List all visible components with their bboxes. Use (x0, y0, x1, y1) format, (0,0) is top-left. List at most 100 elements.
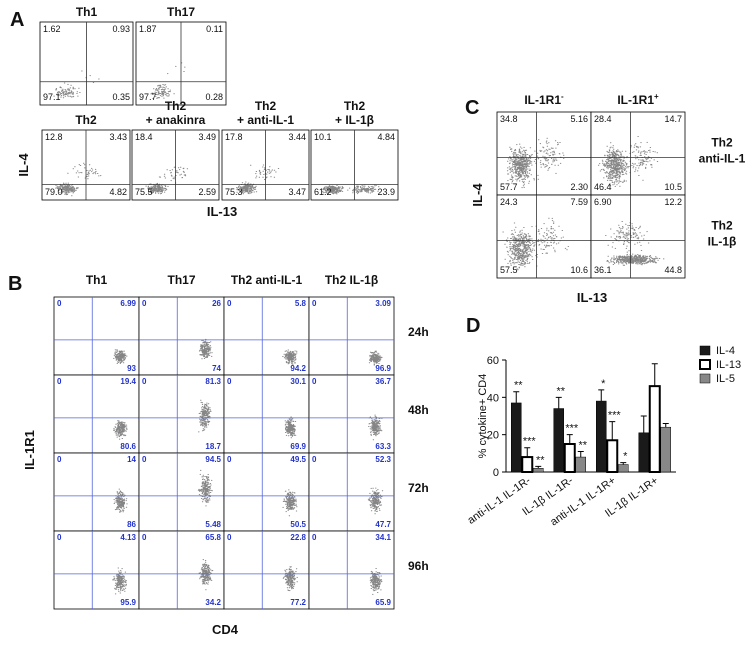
legend-swatch (699, 359, 711, 370)
plot-frame (590, 111, 686, 196)
significance: ** (536, 454, 545, 466)
quadrant-value: 14.7 (664, 114, 682, 124)
error-bar (577, 450, 584, 458)
quadrant-value: 18.4 (135, 132, 153, 142)
significance: * (601, 378, 606, 390)
y-axis-label: IL-4 (16, 153, 31, 177)
quadrant-value: 81.3 (205, 377, 221, 386)
row-label: 24h (408, 325, 429, 339)
legend-label: IL-4 (716, 345, 735, 357)
column-title: IL-1R1+ (617, 92, 659, 107)
y-tick-label: 0 (493, 467, 499, 479)
quadrant-value: 6.99 (120, 299, 136, 308)
quadrant-value: 86 (127, 520, 136, 529)
dot-cloud (369, 568, 383, 595)
quadrant-value: 0 (142, 533, 147, 542)
quadrant-value: 3.47 (288, 187, 306, 197)
quadrant-value: 30.1 (290, 377, 306, 386)
quadrant-value: 19.4 (120, 377, 136, 386)
x-axis-label: IL-13 (207, 204, 237, 219)
error-bar (513, 391, 520, 403)
dot-cloud (506, 137, 565, 189)
column-title-base: IL-1R1 (617, 93, 654, 107)
quadrant-value: 0 (227, 533, 232, 542)
legend-label: IL-5 (716, 373, 735, 385)
quadrant-value: 97.1 (43, 92, 61, 102)
quadrant-value: 61.2 (314, 187, 332, 197)
quadrant-value: 4.82 (109, 187, 127, 197)
column-title: Th17 (167, 273, 195, 287)
quadrant-value: 96.9 (375, 364, 391, 373)
bar (533, 468, 544, 473)
row-label: 96h (408, 559, 429, 573)
quadrant-value: 3.49 (198, 132, 216, 142)
dot-cloud (282, 349, 298, 365)
quadrant-value: 12.8 (45, 132, 63, 142)
quadrant-value: 79.0 (45, 187, 63, 197)
error-bar (651, 363, 658, 387)
quadrant-value: 18.7 (205, 442, 221, 451)
bar (648, 385, 661, 473)
quadrant-value: 0 (57, 533, 62, 542)
dot-cloud (113, 349, 128, 364)
quadrant-value: 26 (212, 299, 221, 308)
quadrant-value: 36.1 (594, 265, 612, 275)
quadrant-value: 34.1 (375, 533, 391, 542)
plot-title: Th17 (167, 5, 195, 19)
quadrant-value: 4.13 (120, 533, 136, 542)
dot-cloud (367, 487, 384, 515)
dot-cloud (284, 416, 297, 439)
panel-label: C (465, 97, 479, 119)
quadrant-value: 2.30 (570, 182, 588, 192)
quadrant-value: 1.62 (43, 24, 61, 34)
plot-frame (138, 374, 225, 454)
dot-cloud (113, 488, 128, 513)
bar (575, 456, 586, 473)
plot-title: Th1 (76, 5, 98, 19)
error-bar (566, 434, 573, 444)
column-title: IL-1R1- (524, 92, 564, 107)
quadrant-value: 0 (142, 455, 147, 464)
quadrant-value: 36.7 (375, 377, 391, 386)
plot-title: + IL-1β (335, 113, 374, 127)
row-label: anti-IL-1 (699, 152, 746, 166)
quadrant-value: 3.44 (288, 132, 306, 142)
quadrant-value: 0 (312, 533, 317, 542)
quadrant-value: 63.3 (375, 442, 391, 451)
quadrant-value: 5.8 (295, 299, 307, 308)
quadrant-value: 28.4 (594, 114, 612, 124)
quadrant-value: 24.3 (500, 197, 518, 207)
quadrant-value: 34.8 (500, 114, 518, 124)
plot-frame (223, 296, 310, 376)
quadrant-value: 0.11 (206, 24, 223, 34)
row-label: Th2 (711, 136, 733, 150)
y-axis-label: IL-1R1 (22, 430, 37, 470)
dot-cloud (597, 136, 659, 187)
quadrant-value: 95.9 (120, 598, 136, 607)
quadrant-value: 65.8 (205, 533, 221, 542)
significance: ** (514, 380, 523, 392)
dot-cloud (282, 489, 298, 517)
dot-cloud (198, 338, 213, 360)
quadrant-value: 0 (312, 299, 317, 308)
plot-title: Th2 (344, 99, 366, 113)
bar (553, 408, 564, 473)
quadrant-value: 14 (127, 455, 136, 464)
dot-cloud (150, 62, 186, 100)
quadrant-value: 46.4 (594, 182, 612, 192)
y-tick-label: 20 (487, 430, 499, 442)
dot-cloud (113, 420, 128, 440)
error-bar (640, 415, 647, 433)
plot-frame (223, 452, 310, 532)
quadrant-value: 65.9 (375, 598, 391, 607)
plot-frame (308, 452, 395, 532)
plot-title: + anakinra (146, 113, 206, 127)
bar (563, 443, 576, 473)
column-title-base: IL-1R1 (524, 93, 561, 107)
quadrant-value: 5.48 (205, 520, 221, 529)
column-title: Th1 (86, 273, 108, 287)
quadrant-value: 50.5 (290, 520, 306, 529)
quadrant-value: 3.43 (109, 132, 127, 142)
quadrant-value: 0 (227, 299, 232, 308)
x-axis-label: CD4 (212, 622, 239, 637)
